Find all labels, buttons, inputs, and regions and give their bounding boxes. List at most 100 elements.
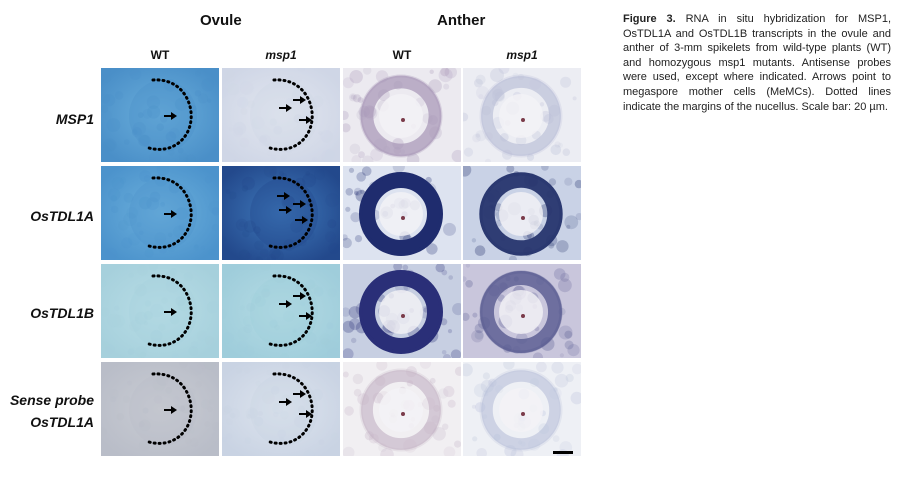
texture-speckle — [345, 188, 354, 196]
texture-speckle — [567, 344, 580, 357]
texture-speckle — [121, 237, 133, 249]
texture-speckle — [472, 133, 481, 143]
texture-speckle — [240, 81, 254, 95]
anther-outer-layer — [479, 270, 563, 354]
texture-speckle — [195, 381, 202, 388]
cell-nucleus — [401, 216, 405, 220]
arrow-icon — [277, 192, 290, 200]
texture-speckle — [146, 197, 160, 210]
texture-speckle — [203, 362, 216, 370]
texture-speckle — [575, 213, 581, 221]
texture-speckle — [237, 327, 251, 341]
micrograph-panel — [343, 362, 461, 456]
texture-speckle — [191, 341, 199, 349]
texture-speckle — [279, 171, 284, 176]
texture-speckle — [572, 363, 581, 375]
texture-speckle — [251, 116, 265, 130]
texture-speckle — [109, 389, 119, 399]
texture-speckle — [105, 344, 115, 355]
micrograph-panel — [222, 68, 340, 162]
texture-speckle — [536, 362, 547, 373]
texture-speckle — [207, 406, 213, 413]
texture-speckle — [360, 189, 365, 195]
texture-speckle — [178, 405, 185, 412]
texture-speckle — [376, 362, 388, 371]
texture-speckle — [299, 412, 308, 422]
texture-speckle — [325, 340, 338, 353]
texture-speckle — [343, 237, 352, 249]
texture-speckle — [503, 362, 515, 370]
texture-speckle — [279, 353, 289, 358]
texture-speckle — [278, 436, 285, 443]
texture-speckle — [242, 230, 250, 238]
texture-speckle — [353, 187, 362, 196]
texture-speckle — [463, 276, 467, 282]
texture-speckle — [478, 94, 484, 100]
cell-nucleus — [521, 314, 525, 318]
texture-speckle — [156, 166, 170, 176]
texture-speckle — [508, 255, 517, 260]
panel-background — [222, 68, 340, 162]
texture-speckle — [330, 432, 339, 441]
texture-speckle — [305, 171, 310, 176]
locule-center — [499, 94, 543, 138]
texture-speckle — [343, 348, 354, 358]
texture-speckle — [222, 332, 234, 344]
texture-speckle — [506, 166, 515, 173]
micrograph-panel — [222, 362, 340, 456]
texture-speckle — [222, 287, 230, 298]
texture-speckle — [189, 437, 199, 447]
texture-speckle — [325, 148, 335, 159]
texture-speckle — [196, 363, 206, 373]
texture-speckle — [444, 68, 457, 79]
texture-speckle — [343, 446, 355, 456]
texture-speckle — [443, 83, 450, 90]
arrow-icon — [164, 112, 177, 120]
texture-speckle — [442, 354, 451, 358]
texture-speckle — [435, 264, 445, 273]
texture-speckle — [208, 200, 219, 214]
texture-speckle — [438, 68, 453, 83]
texture-speckle — [465, 264, 471, 268]
texture-speckle — [328, 242, 340, 254]
texture-speckle — [298, 405, 305, 413]
texture-speckle — [474, 323, 485, 334]
texture-speckle — [254, 240, 264, 251]
texture-speckle — [560, 76, 572, 88]
texture-speckle — [283, 310, 295, 323]
texture-speckle — [196, 330, 208, 342]
texture-speckle — [171, 352, 179, 358]
texture-speckle — [146, 95, 161, 109]
texture-speckle — [245, 407, 258, 420]
texture-speckle — [156, 123, 164, 131]
texture-speckle — [448, 275, 453, 280]
column-label-anther-msp1: msp1 — [506, 48, 538, 62]
texture-speckle — [463, 166, 472, 177]
texture-speckle — [532, 352, 543, 358]
texture-speckle — [443, 385, 455, 398]
nucellus-margin-dotted-line — [147, 372, 193, 445]
texture-speckle — [443, 222, 456, 236]
texture-speckle — [402, 264, 409, 271]
texture-speckle — [263, 166, 277, 178]
texture-speckle — [429, 377, 436, 384]
anther-outer-layer — [359, 368, 443, 452]
texture-speckle — [309, 284, 319, 294]
arrow-icon — [299, 410, 312, 418]
texture-speckle — [240, 107, 248, 115]
texture-speckle — [207, 98, 212, 103]
texture-speckle — [225, 189, 231, 194]
texture-speckle — [118, 220, 129, 231]
texture-speckle — [223, 405, 232, 414]
micrograph-panel — [463, 68, 581, 162]
texture-speckle — [184, 437, 192, 445]
texture-speckle — [194, 244, 199, 249]
micrograph-panel — [463, 264, 581, 358]
texture-speckle — [232, 159, 237, 162]
texture-speckle — [327, 219, 337, 229]
texture-speckle — [129, 320, 141, 332]
panel-background — [101, 166, 219, 260]
texture-speckle — [474, 78, 483, 88]
texture-speckle — [370, 148, 383, 161]
texture-speckle — [233, 121, 247, 136]
